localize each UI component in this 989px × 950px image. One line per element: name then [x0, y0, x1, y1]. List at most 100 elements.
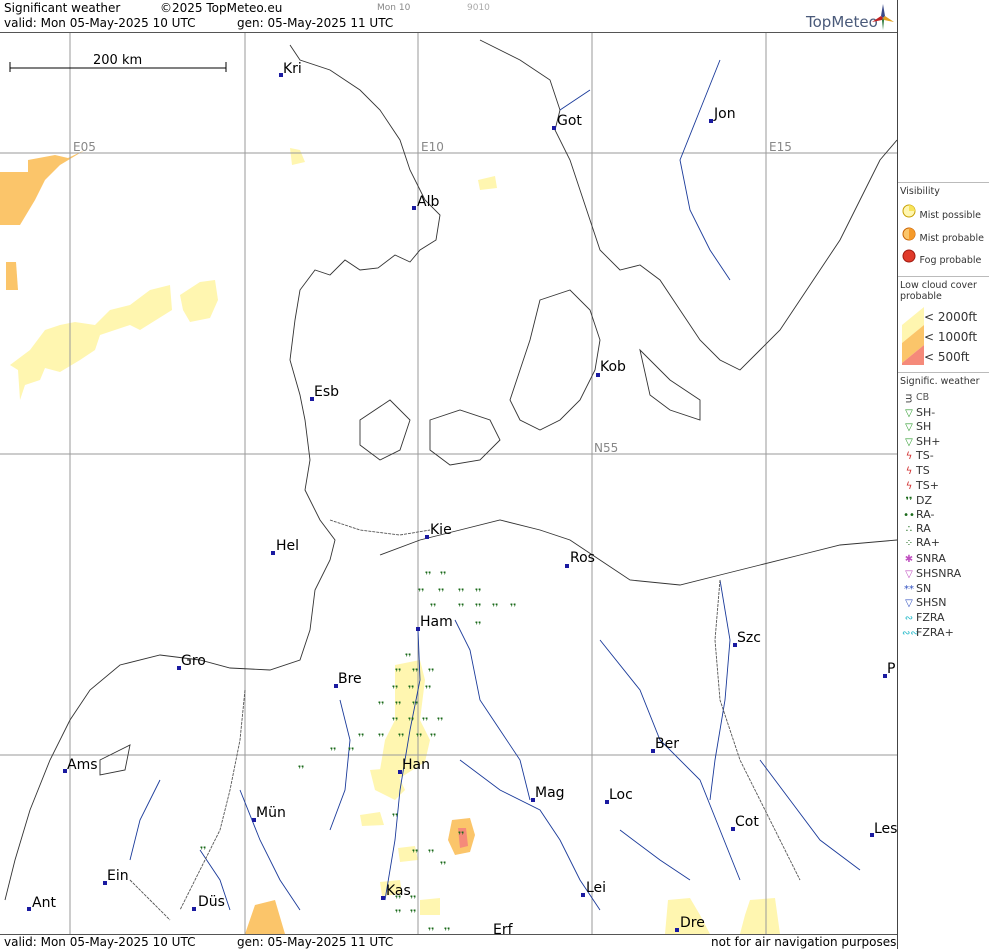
legend-mist-possible: Mist possible	[902, 204, 981, 221]
code-day: Mon 10	[377, 3, 411, 13]
header-bar: Significant weather ©2025 TopMeteo.eu Mo…	[0, 0, 897, 33]
rivers	[129, 59, 861, 911]
svg-text:❜❜: ❜❜	[392, 813, 398, 823]
legend-shsnra: ▽ SHSNRA	[902, 567, 961, 580]
city-label: Mag	[535, 785, 565, 801]
legend-divider	[898, 182, 989, 183]
legend-ts: ϟ TS	[902, 464, 930, 477]
city-label: Ber	[655, 736, 679, 752]
svg-text:❜❜: ❜❜	[458, 603, 464, 613]
grid-label-e15: E15	[769, 140, 792, 154]
city-markers	[27, 73, 887, 932]
city-label: Mün	[256, 805, 286, 821]
legend-shsn: ▽ SHSN	[902, 596, 946, 609]
legend-dz: ❜❜ DZ	[902, 494, 932, 507]
svg-text:❜❜: ❜❜	[425, 571, 431, 581]
freezing-rain-icon: ∾	[904, 613, 914, 624]
legend-fog-probable: Fog probable	[902, 249, 981, 266]
svg-text:❜❜: ❜❜	[438, 588, 444, 598]
legend-divider	[898, 276, 989, 277]
svg-text:❜❜: ❜❜	[444, 927, 450, 934]
city-label: Jon	[713, 106, 736, 122]
city-label: Bre	[338, 671, 362, 687]
legend-cb: ᴟ CB	[902, 390, 929, 403]
grid-label-n55: N55	[594, 441, 618, 455]
shower-heavy-icon: ▽	[905, 437, 913, 448]
svg-text:❜❜: ❜❜	[437, 717, 443, 727]
svg-text:❜❜: ❜❜	[405, 653, 411, 663]
sleet-shower-icon: ▽	[905, 569, 913, 580]
legend-ts-light: ϟ TS-	[902, 449, 934, 462]
legend-ra-light: ••RA-	[903, 508, 935, 521]
svg-text:❜❜: ❜❜	[458, 831, 464, 841]
sleet-icon: ✱	[904, 554, 914, 565]
city-label: Kas	[386, 883, 411, 899]
city-label: Ams	[67, 757, 98, 773]
grid-label-e05: E05	[73, 140, 96, 154]
city-label: Loc	[609, 787, 633, 803]
city-label: Kri	[283, 61, 302, 77]
svg-text:❜❜: ❜❜	[392, 717, 398, 727]
grid-label-e10: E10	[421, 140, 444, 154]
scale-label: 200 km	[93, 53, 142, 68]
svg-text:❜❜: ❜❜	[348, 747, 354, 757]
svg-text:❜❜: ❜❜	[428, 668, 434, 678]
drizzle-symbols: ❜❜ ❜❜ ❜❜ ❜❜ ❜❜ ❜❜ ❜❜ ❜❜ ❜❜ ❜❜ ❜❜ ❜❜ ❜❜❜❜ ❜❜ ❜❜ ❜❜ ❜…	[200, 571, 516, 937]
city-label: Szc	[737, 630, 761, 646]
svg-text:❜❜: ❜❜	[330, 747, 336, 757]
svg-text:❜❜: ❜❜	[408, 685, 414, 695]
cb-icon: ᴟ	[905, 392, 913, 403]
city-label: Esb	[314, 384, 339, 400]
city-label: Ros	[570, 550, 595, 566]
city-label: Dre	[680, 915, 705, 931]
city-label: Ein	[107, 868, 129, 884]
city-label: Gro	[181, 653, 206, 669]
snow-shower-icon: ▽	[905, 598, 913, 609]
svg-text:❜❜: ❜❜	[430, 733, 436, 743]
fog-probable-icon	[902, 249, 916, 263]
snow-icon: **	[904, 584, 914, 595]
legend-lowcloud-title-2: probable	[900, 291, 942, 302]
legend-ra: ∴ RA	[902, 522, 931, 535]
disclaimer: not for air navigation purposes	[711, 935, 897, 949]
thunderstorm-light-icon: ϟ	[905, 451, 913, 462]
compass-logo-icon	[872, 4, 894, 33]
weather-map[interactable]: ❜❜ ❜❜ ❜❜ ❜❜ ❜❜ ❜❜ ❜❜ ❜❜ ❜❜ ❜❜ ❜❜ ❜❜ ❜❜ ❜❜ ❜❜ ❜❜ ❜❜ ❜…	[0, 33, 897, 938]
svg-text:❜❜: ❜❜	[395, 895, 401, 905]
grid-labels: E05 E10 E15 N55	[73, 140, 792, 455]
thunderstorm-heavy-icon: ϟ	[905, 481, 913, 492]
svg-text:❜❜: ❜❜	[412, 701, 418, 711]
rain-light-icon: ••	[903, 510, 915, 521]
footer-valid-time: valid: Mon 05-May-2025 10 UTC	[4, 935, 196, 949]
svg-text:❜❜: ❜❜	[475, 603, 481, 613]
svg-text:❜❜: ❜❜	[395, 668, 401, 678]
city-label: Kob	[600, 359, 626, 375]
svg-text:❜❜: ❜❜	[410, 909, 416, 919]
svg-text:❜❜: ❜❜	[398, 733, 404, 743]
svg-text:❜❜: ❜❜	[416, 733, 422, 743]
legend-panel: Visibility Mist possible Mist probable F…	[897, 0, 989, 949]
city-label: Cot	[735, 814, 759, 830]
legend-sh-light: ▽ SH-	[902, 406, 935, 419]
city-label: P	[887, 661, 895, 677]
svg-text:❜❜: ❜❜	[458, 588, 464, 598]
svg-text:❜❜: ❜❜	[408, 717, 414, 727]
city-label: Got	[557, 113, 582, 129]
svg-text:❜❜: ❜❜	[428, 927, 434, 934]
city-label: Les	[874, 821, 897, 837]
svg-text:❜❜: ❜❜	[378, 733, 384, 743]
shower-light-icon: ▽	[905, 408, 913, 419]
svg-text:❜❜: ❜❜	[378, 701, 384, 711]
legend-mist-probable: Mist probable	[902, 227, 984, 244]
svg-text:❜❜: ❜❜	[422, 717, 428, 727]
legend-snra: ✱ SNRA	[902, 552, 946, 565]
svg-text:❜❜: ❜❜	[392, 685, 398, 695]
borders	[129, 519, 801, 921]
svg-text:❜❜: ❜❜	[475, 588, 481, 598]
svg-text:❜❜: ❜❜	[358, 733, 364, 743]
city-label: Han	[402, 757, 430, 773]
legend-sigwx-title: Signific. weather	[900, 376, 980, 387]
svg-text:❜❜: ❜❜	[430, 603, 436, 613]
svg-text:❜❜: ❜❜	[395, 909, 401, 919]
svg-text:❜❜: ❜❜	[475, 621, 481, 631]
